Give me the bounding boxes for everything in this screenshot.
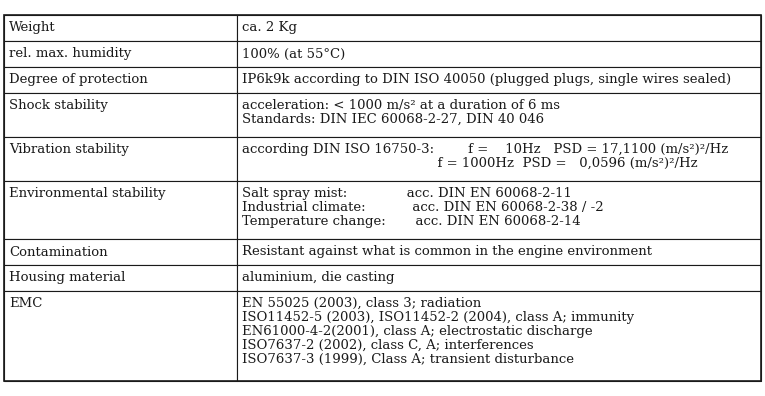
Bar <box>4 181 237 239</box>
Text: Temperature change:       acc. DIN EN 60068-2-14: Temperature change: acc. DIN EN 60068-2-… <box>242 215 581 228</box>
Text: Shock stability: Shock stability <box>9 99 108 112</box>
Text: rel. max. humidity: rel. max. humidity <box>9 48 132 61</box>
Text: ca. 2 Kg: ca. 2 Kg <box>242 21 297 34</box>
Bar <box>4 67 237 93</box>
Text: ISO7637-2 (2002), class C, A; interferences: ISO7637-2 (2002), class C, A; interferen… <box>242 339 534 352</box>
Bar <box>237 239 761 265</box>
Bar <box>237 15 761 41</box>
Text: EN61000-4-2(2001), class A; electrostatic discharge: EN61000-4-2(2001), class A; electrostati… <box>242 325 593 338</box>
Bar <box>237 41 761 67</box>
Bar <box>4 137 237 181</box>
Text: according DIN ISO 16750-3:        f =    10Hz   PSD = 17,1100 (m/s²)²/Hz: according DIN ISO 16750-3: f = 10Hz PSD … <box>242 143 728 156</box>
Bar <box>4 15 237 41</box>
Bar <box>237 265 761 291</box>
Bar <box>4 93 237 137</box>
Text: EMC: EMC <box>9 297 42 310</box>
Text: EN 55025 (2003), class 3; radiation: EN 55025 (2003), class 3; radiation <box>242 297 481 310</box>
Text: acceleration: < 1000 m/s² at a duration of 6 ms: acceleration: < 1000 m/s² at a duration … <box>242 99 560 112</box>
Text: Industrial climate:           acc. DIN EN 60068-2-38 / -2: Industrial climate: acc. DIN EN 60068-2-… <box>242 201 604 214</box>
Text: IP6k9k according to DIN ISO 40050 (plugged plugs, single wires sealed): IP6k9k according to DIN ISO 40050 (plugg… <box>242 74 731 86</box>
Bar <box>237 67 761 93</box>
Text: aluminium, die casting: aluminium, die casting <box>242 272 395 284</box>
Text: Environmental stability: Environmental stability <box>9 187 166 200</box>
Text: Salt spray mist:              acc. DIN EN 60068-2-11: Salt spray mist: acc. DIN EN 60068-2-11 <box>242 187 572 200</box>
Text: f = 1000Hz  PSD =   0,0596 (m/s²)²/Hz: f = 1000Hz PSD = 0,0596 (m/s²)²/Hz <box>242 157 698 170</box>
Text: Weight: Weight <box>9 21 56 34</box>
Text: Vibration stability: Vibration stability <box>9 143 129 156</box>
Text: ISO11452-5 (2003), ISO11452-2 (2004), class A; immunity: ISO11452-5 (2003), ISO11452-2 (2004), cl… <box>242 311 634 324</box>
Bar <box>4 239 237 265</box>
Text: Resistant against what is common in the engine environment: Resistant against what is common in the … <box>242 246 652 259</box>
Text: 100% (at 55°C): 100% (at 55°C) <box>242 48 345 61</box>
Text: Housing material: Housing material <box>9 272 125 284</box>
Bar <box>237 137 761 181</box>
Text: Standards: DIN IEC 60068-2-27, DIN 40 046: Standards: DIN IEC 60068-2-27, DIN 40 04… <box>242 113 544 126</box>
Bar <box>237 181 761 239</box>
Bar <box>4 291 237 381</box>
Bar <box>4 265 237 291</box>
Text: ISO7637-3 (1999), Class A; transient disturbance: ISO7637-3 (1999), Class A; transient dis… <box>242 353 574 366</box>
Bar <box>4 41 237 67</box>
Bar <box>237 291 761 381</box>
Text: Contamination: Contamination <box>9 246 108 259</box>
Bar <box>237 93 761 137</box>
Text: Degree of protection: Degree of protection <box>9 74 148 86</box>
